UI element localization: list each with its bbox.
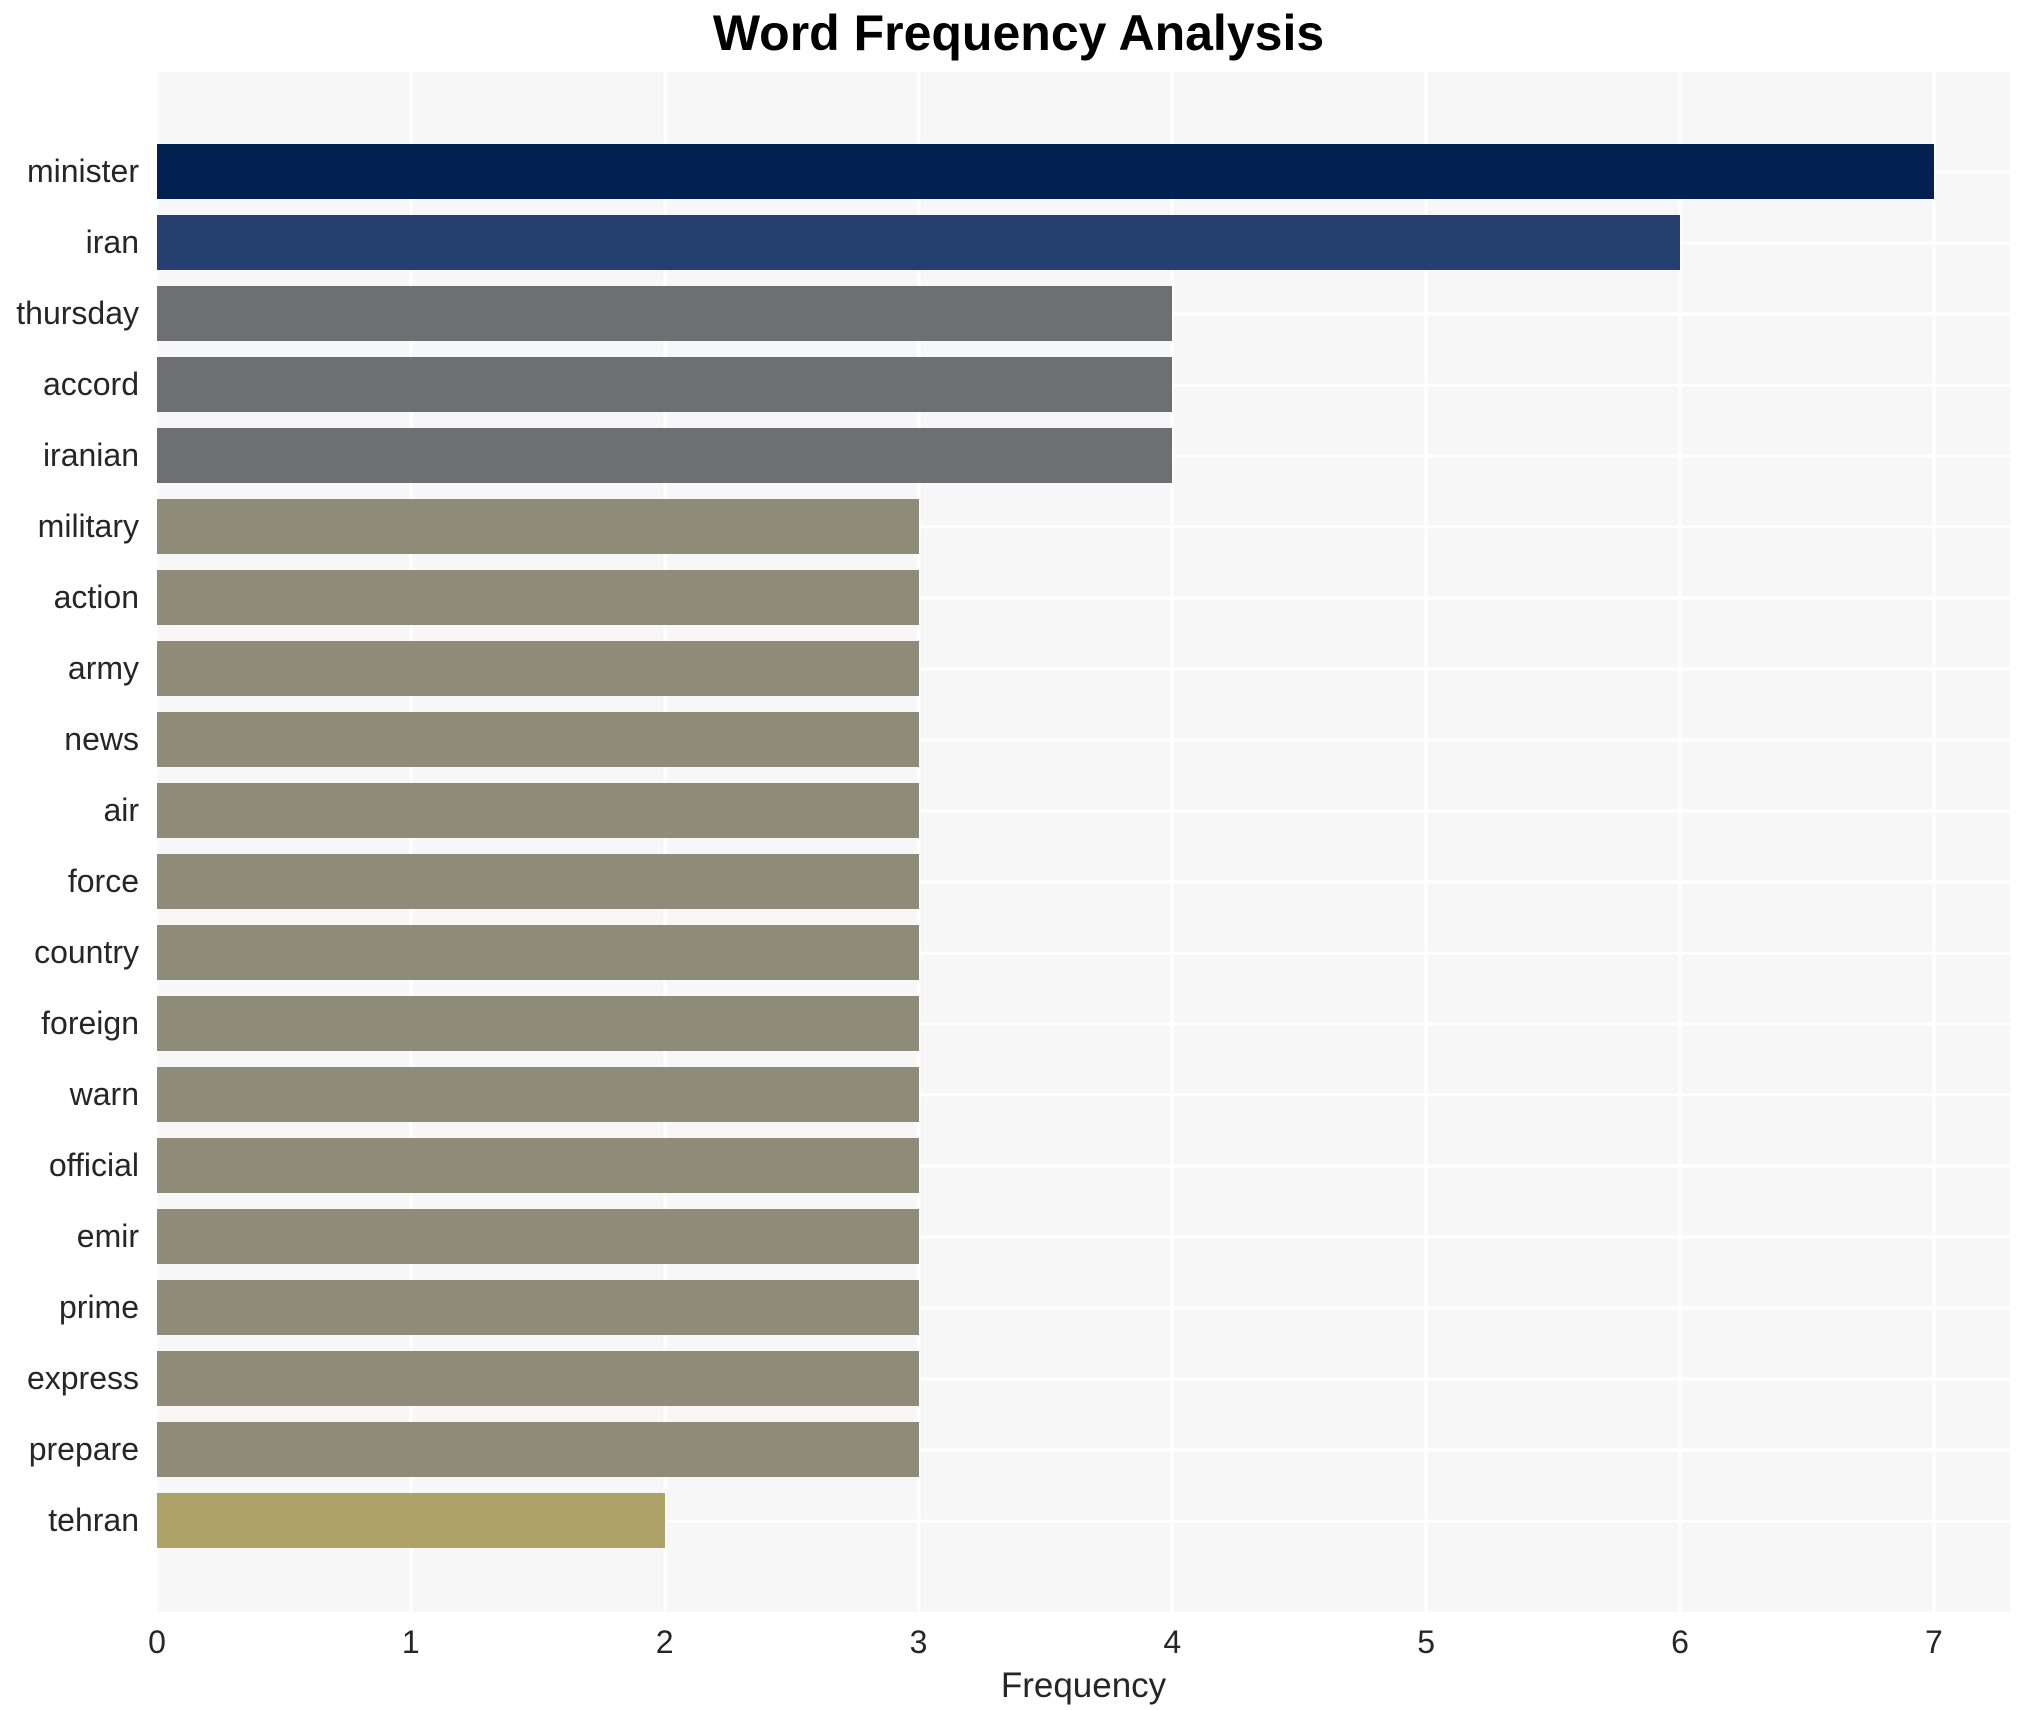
plot-area [155, 72, 2010, 1612]
gridline-vertical-0 [155, 72, 159, 1612]
y-axis-label-accord: accord [42, 366, 139, 402]
gridline-horizontal-prepare [157, 1448, 2010, 1451]
gridline-vertical-4 [1170, 72, 1174, 1612]
x-axis-tick-label-7: 7 [1924, 1624, 1943, 1660]
bar-row-news [157, 704, 2010, 775]
bar-emir [157, 1209, 919, 1264]
gridline-vertical-3 [917, 72, 920, 1612]
bar-row-prime [157, 1272, 2010, 1343]
bar-row-minister [157, 136, 2010, 207]
bar-minister [157, 144, 1934, 199]
bar-prime [157, 1280, 919, 1335]
bar-row-tehran [157, 1485, 2010, 1556]
bar-warn [157, 1067, 919, 1122]
y-axis-label-iranian: iranian [42, 437, 139, 473]
y-axis-label-minister: minister [26, 153, 139, 189]
gridline-horizontal-foreign [157, 1022, 2010, 1025]
x-axis-tick-label-6: 6 [1671, 1624, 1689, 1660]
y-axis-label-prepare: prepare [28, 1431, 139, 1467]
gridline-vertical-7 [1932, 72, 1936, 1612]
bar-row-emir [157, 1201, 2010, 1272]
bar-row-country [157, 917, 2010, 988]
bar-army [157, 641, 919, 696]
gridline-horizontal-emir [157, 1235, 2010, 1238]
bar-force [157, 854, 919, 909]
y-axis-label-prime: prime [58, 1289, 139, 1325]
bar-row-foreign [157, 988, 2010, 1059]
y-axis-label-express: express [26, 1360, 139, 1396]
x-axis-tick-label-2: 2 [655, 1624, 674, 1660]
y-axis-label-foreign: foreign [41, 1005, 139, 1041]
y-axis-label-tehran: tehran [48, 1502, 139, 1538]
gridline-horizontal-official [157, 1164, 2010, 1167]
bar-prepare [157, 1422, 919, 1477]
x-axis-tick-label-1: 1 [401, 1624, 420, 1660]
bar-row-air [157, 775, 2010, 846]
bar-row-thursday [157, 278, 2010, 349]
bar-row-iran [157, 207, 2010, 278]
y-axis-label-army: army [67, 650, 139, 686]
gridline-horizontal-express [157, 1377, 2010, 1380]
gridline-vertical-5 [1424, 72, 1428, 1612]
bar-news [157, 712, 919, 767]
gridline-horizontal-air [157, 809, 2010, 812]
bar-air [157, 783, 919, 838]
y-axis-label-air: air [103, 792, 139, 828]
y-axis-label-action: action [53, 579, 139, 615]
bar-row-iranian [157, 420, 2010, 491]
x-axis-tick-label-3: 3 [909, 1624, 928, 1660]
gridline-horizontal-news [157, 738, 2010, 741]
bar-row-military [157, 491, 2010, 562]
bar-iranian [157, 428, 1173, 483]
bar-accord [157, 357, 1173, 412]
gridline-horizontal-army [157, 667, 2010, 670]
x-axis-tick-label-5: 5 [1417, 1624, 1436, 1660]
y-axis-label-military: military [37, 508, 139, 544]
bar-military [157, 499, 919, 554]
gridline-horizontal-action [157, 596, 2010, 599]
gridline-vertical-6 [1678, 72, 1682, 1612]
y-axis-label-force: force [67, 863, 139, 899]
bar-rows [157, 72, 2010, 1612]
gridline-horizontal-military [157, 525, 2010, 528]
gridline-horizontal-warn [157, 1093, 2010, 1096]
gridline-horizontal-country [157, 951, 2010, 954]
x-axis-tick-label-0: 0 [148, 1624, 166, 1660]
y-axis-label-country: country [34, 934, 139, 970]
gridline-horizontal-tehran [157, 1519, 2010, 1522]
x-axis-title: Frequency [1000, 1666, 1167, 1705]
bar-row-accord [157, 349, 2010, 420]
bar-official [157, 1138, 919, 1193]
bar-row-express [157, 1343, 2010, 1414]
bar-country [157, 925, 919, 980]
gridline-horizontal-prime [157, 1306, 2010, 1309]
bar-express [157, 1351, 919, 1406]
y-axis-label-warn: warn [69, 1076, 139, 1112]
bar-iran [157, 215, 1680, 270]
bar-row-army [157, 633, 2010, 704]
bar-row-prepare [157, 1414, 2010, 1485]
chart-title: Word Frequency Analysis [712, 5, 1325, 61]
bar-row-warn [157, 1059, 2010, 1130]
x-axis: 0 1 2 3 4 5 6 7 [148, 1624, 2010, 1664]
bar-row-force [157, 846, 2010, 917]
bar-row-official [157, 1130, 2010, 1201]
bar-thursday [157, 286, 1173, 341]
y-axis-label-emir: emir [76, 1218, 139, 1254]
bar-foreign [157, 996, 919, 1051]
y-axis-label-thursday: thursday [16, 295, 139, 331]
y-axis-label-iran: iran [85, 224, 139, 260]
x-axis-tick-label-4: 4 [1163, 1624, 1182, 1660]
bar-row-action [157, 562, 2010, 633]
gridline-horizontal-force [157, 880, 2010, 883]
y-axis-label-news: news [64, 721, 139, 757]
bar-action [157, 570, 919, 625]
bar-tehran [157, 1493, 665, 1548]
y-axis-label-official: official [48, 1147, 139, 1183]
gridline-vertical-1 [409, 72, 413, 1612]
y-axis: minister iran thursday accord iranian militar… [0, 72, 147, 1612]
gridline-vertical-2 [663, 72, 667, 1612]
